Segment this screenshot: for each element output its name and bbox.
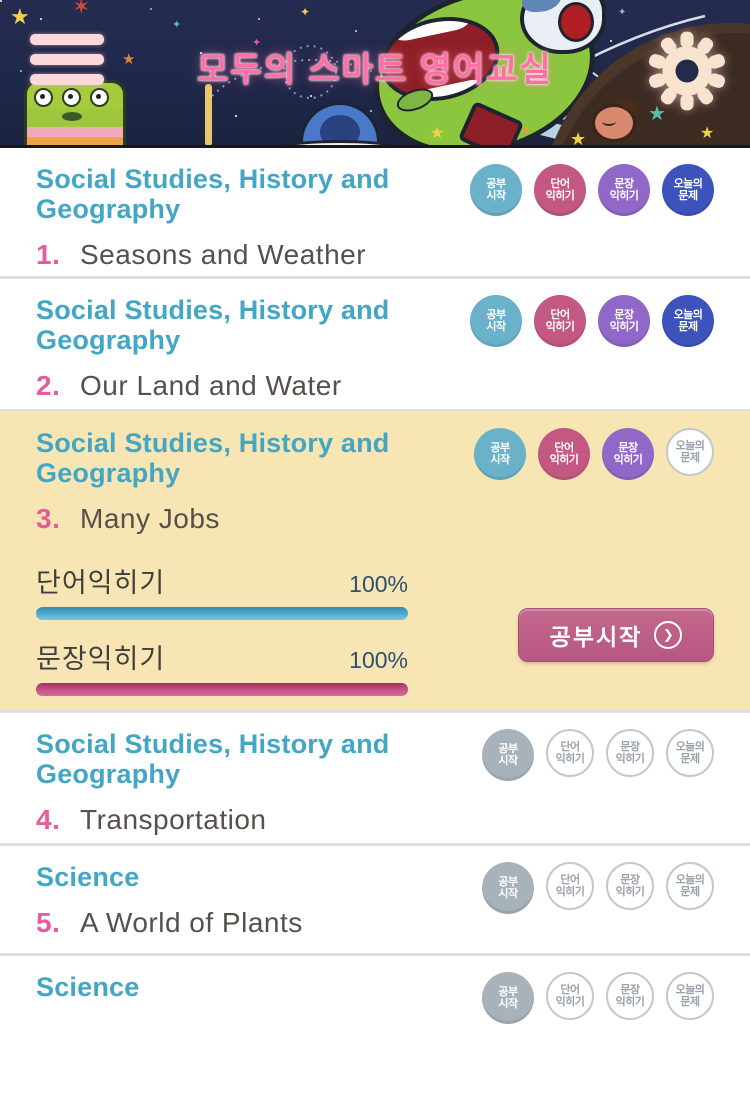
row-actions: 공부 시작 단어 익히기 문장 익히기 오늘의 문제 (474, 428, 714, 480)
star-icon: ✶ (72, 0, 91, 19)
study-start-button[interactable]: 공부 시작 (482, 729, 534, 781)
lesson-title: Many Jobs (80, 503, 220, 534)
learn-words-button[interactable]: 단어 익히기 (538, 428, 590, 480)
star-icon: ✦ (300, 5, 311, 19)
category-heading: Social Studies, History and Geography (36, 295, 390, 355)
star-icon: ★ (648, 103, 666, 125)
app-header: ★ ✶ ★ ✦ ✦ ✦ ★ ✦ ★ ★ ★ ✦ 모두의 스마트 영어교실 (0, 0, 750, 148)
category-heading: Social Studies, History and Geography (36, 164, 390, 224)
lesson-row[interactable]: Science 공부 시작 단어 익히기 문장 익히기 오늘의 문제 5. A World… (0, 846, 750, 953)
row-actions: 공부 시작 단어 익히기 문장 익히기 오늘의 문제 (470, 164, 714, 216)
study-start-cta-button[interactable]: 공부시작 ❯ (518, 608, 714, 662)
sentences-progress: 문장익히기 100% (36, 637, 408, 696)
lesson-list: Social Studies, History and Geography 공부… (0, 148, 750, 1096)
learn-sentences-button[interactable]: 문장 익히기 (606, 862, 654, 910)
lesson-title: A World of Plants (80, 907, 303, 938)
space-creature (592, 101, 637, 142)
row-actions: 공부 시작 단어 익히기 문장 익히기 오늘의 문제 (482, 729, 714, 781)
star-icon: ★ (430, 125, 445, 142)
learn-sentences-button[interactable]: 문장 익히기 (598, 295, 650, 347)
learn-words-button[interactable]: 단어 익히기 (546, 729, 594, 777)
words-progress-bar (36, 607, 408, 620)
learn-sentences-button[interactable]: 문장 익히기 (602, 428, 654, 480)
gear-icon (647, 31, 727, 111)
app-title: 모두의 스마트 영어교실 (197, 51, 553, 89)
lesson-title-line: 4. Transportation (36, 800, 714, 840)
star-icon: ★ (122, 51, 136, 68)
todays-quiz-button[interactable]: 오늘의 문제 (666, 428, 714, 476)
study-start-button[interactable]: 공부 시작 (482, 862, 534, 914)
rider-creature (520, 0, 606, 54)
todays-quiz-button[interactable]: 오늘의 문제 (666, 729, 714, 777)
lesson-number: 4. (36, 804, 61, 835)
category-heading: Social Studies, History and Geography (36, 428, 390, 488)
star-icon: ✦ (172, 19, 182, 31)
learn-sentences-button[interactable]: 문장 익히기 (606, 729, 654, 777)
row-actions: 공부 시작 단어 익히기 문장 익히기 오늘의 문제 (482, 862, 714, 914)
learn-words-button[interactable]: 단어 익히기 (546, 972, 594, 1020)
menu-button[interactable] (30, 34, 110, 88)
lesson-title: Seasons and Weather (80, 239, 367, 270)
lesson-title: Transportation (80, 804, 267, 835)
lesson-number: 2. (36, 370, 61, 401)
lesson-row[interactable]: Social Studies, History and Geography 공부… (0, 713, 750, 843)
study-start-button[interactable]: 공부 시작 (482, 972, 534, 1024)
starfield-dots (0, 0, 2, 2)
todays-quiz-button[interactable]: 오늘의 문제 (662, 164, 714, 216)
todays-quiz-button[interactable]: 오늘의 문제 (662, 295, 714, 347)
star-icon: ✦ (618, 7, 627, 18)
lesson-number: 3. (36, 503, 61, 534)
lesson-row[interactable]: Social Studies, History and Geography 공부… (0, 279, 750, 409)
row-actions: 공부 시작 단어 익히기 문장 익히기 오늘의 문제 (470, 295, 714, 347)
monster-rocket-illustration (354, 0, 632, 145)
settings-button[interactable] (646, 30, 728, 112)
pole-illustration (205, 84, 212, 145)
category-heading: Science (36, 972, 140, 1002)
learn-sentences-button[interactable]: 문장 익히기 (606, 972, 654, 1020)
lesson-title-line: 5. A World of Plants (36, 903, 714, 943)
study-start-button[interactable]: 공부 시작 (474, 428, 526, 480)
progress-area: 단어익히기 100% 문장익히기 100% (36, 561, 408, 696)
progress-value: 100% (349, 571, 408, 597)
lesson-row-expanded[interactable]: Social Studies, History and Geography 공부… (0, 412, 750, 710)
sentences-progress-bar (36, 683, 408, 696)
star-icon: ✦ (252, 37, 262, 49)
lesson-title-line: 1. Seasons and Weather (36, 235, 714, 275)
progress-value: 100% (349, 647, 408, 673)
lesson-number: 1. (36, 239, 61, 270)
lesson-row[interactable]: Social Studies, History and Geography 공부… (0, 148, 750, 276)
star-icon: ✦ (520, 123, 533, 140)
row-actions: 공부 시작 단어 익히기 문장 익히기 오늘의 문제 (482, 972, 714, 1024)
star-icon: ★ (700, 125, 715, 142)
study-start-button[interactable]: 공부 시작 (470, 164, 522, 216)
learn-words-button[interactable]: 단어 익히기 (546, 862, 594, 910)
category-heading: Science (36, 862, 140, 892)
star-icon: ★ (570, 129, 587, 148)
todays-quiz-button[interactable]: 오늘의 문제 (666, 862, 714, 910)
learn-sentences-button[interactable]: 문장 익히기 (598, 164, 650, 216)
todays-quiz-button[interactable]: 오늘의 문제 (666, 972, 714, 1020)
words-progress: 단어익히기 100% (36, 561, 408, 620)
lesson-number: 5. (36, 907, 61, 938)
lesson-row[interactable]: Science 공부 시작 단어 익히기 문장 익히기 오늘의 문제 (0, 956, 750, 1096)
lesson-title: Our Land and Water (80, 370, 342, 401)
arrow-right-circle-icon: ❯ (654, 621, 683, 649)
cta-label: 공부시작 (549, 624, 643, 650)
lesson-title-line: 3. Many Jobs (36, 499, 714, 539)
study-start-button[interactable]: 공부 시작 (470, 295, 522, 347)
star-icon: ★ (10, 4, 30, 29)
ufo-illustration (248, 84, 437, 145)
learn-words-button[interactable]: 단어 익히기 (534, 295, 586, 347)
progress-label: 단어익히기 (36, 568, 166, 598)
learn-words-button[interactable]: 단어 익히기 (534, 164, 586, 216)
hamburger-icon (30, 34, 104, 45)
category-heading: Social Studies, History and Geography (36, 729, 390, 789)
lesson-title-line: 2. Our Land and Water (36, 366, 714, 406)
progress-label: 문장익히기 (36, 644, 166, 674)
